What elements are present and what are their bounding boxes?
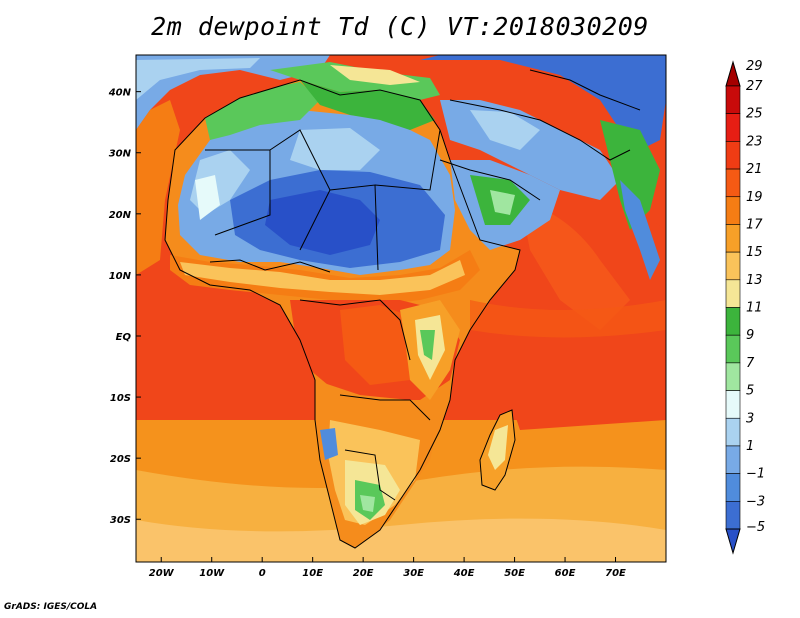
lon-tick-label: 40E xyxy=(453,568,475,579)
lon-tick-label: 60E xyxy=(555,568,576,579)
colorbar-segment xyxy=(725,85,741,114)
colorbar-segment xyxy=(725,307,741,336)
colorbar-segment xyxy=(725,224,741,253)
colorbar-label: 7 xyxy=(746,356,755,371)
country-borders xyxy=(164,69,641,549)
colorbar-top-triangle xyxy=(725,60,741,87)
colorbar-label: −1 xyxy=(746,467,765,482)
axis-ticks: 20W 10W 0 10E 20E 30E 40E 50E 60E 70E 40N 30N 20N 10N… xyxy=(108,88,626,579)
lat-tick-label: EQ xyxy=(116,332,132,343)
colorbar-segment xyxy=(725,445,741,474)
colorbar-label: 21 xyxy=(746,162,763,177)
lon-tick-label: 70E xyxy=(605,568,626,579)
colorbar-segment xyxy=(725,113,741,142)
map-field xyxy=(136,55,666,562)
colorbar-label: −5 xyxy=(746,520,765,535)
colorbar-segment xyxy=(725,501,741,530)
colorbar-label: 25 xyxy=(746,107,763,122)
colorbar-segment xyxy=(725,362,741,391)
lon-tick-label: 10W xyxy=(199,568,225,579)
colorbar-segment xyxy=(725,390,741,419)
map-frame xyxy=(135,54,667,563)
lon-tick-label: 30E xyxy=(403,568,424,579)
colorbar-label: 15 xyxy=(746,245,763,260)
lat-tick-label: 10S xyxy=(110,393,131,404)
colorbar-label: 9 xyxy=(746,328,754,343)
colorbar-segment xyxy=(725,141,741,170)
lat-tick-label: 20S xyxy=(110,454,131,465)
lat-tick-label: 30S xyxy=(110,515,131,526)
lon-tick-label: 50E xyxy=(504,568,525,579)
colorbar-label: 5 xyxy=(746,384,754,399)
lon-tick-label: 20E xyxy=(353,568,374,579)
lon-tick-label: 10E xyxy=(302,568,323,579)
lat-tick-label: 20N xyxy=(109,210,132,221)
credit-text: GrADS: IGES/COLA xyxy=(4,602,98,612)
colorbar-label: 1 xyxy=(746,439,754,454)
colorbar: 29 27 25 23 21 19 17 15 13 11 9 7 5 3 1 −1 −3 −5 xyxy=(725,59,765,555)
lon-tick-label: 0 xyxy=(259,568,266,579)
colorbar-label: 3 xyxy=(746,411,754,426)
colorbar-bottom-triangle xyxy=(725,528,741,555)
lat-tick-label: 40N xyxy=(108,88,132,99)
lon-tick-label: 20W xyxy=(149,568,175,579)
colorbar-segment xyxy=(725,196,741,225)
colorbar-label: 29 xyxy=(746,59,763,74)
colorbar-segment xyxy=(725,334,741,364)
lat-tick-label: 10N xyxy=(109,271,132,282)
colorbar-segment xyxy=(725,279,741,308)
colorbar-segment xyxy=(725,168,741,198)
colorbar-label: 13 xyxy=(746,273,763,288)
colorbar-segment xyxy=(725,473,741,502)
colorbar-label: −3 xyxy=(746,494,765,509)
map-title: 2m dewpoint Td (C) VT:2018030209 xyxy=(151,12,649,41)
colorbar-label: 17 xyxy=(746,217,763,232)
lat-tick-label: 30N xyxy=(109,149,132,160)
colorbar-label: 19 xyxy=(746,190,763,205)
colorbar-segment xyxy=(725,251,741,281)
colorbar-label: 11 xyxy=(746,301,763,316)
colorbar-segment xyxy=(725,417,741,447)
colorbar-label: 23 xyxy=(746,134,763,149)
colorbar-label: 27 xyxy=(746,79,763,94)
